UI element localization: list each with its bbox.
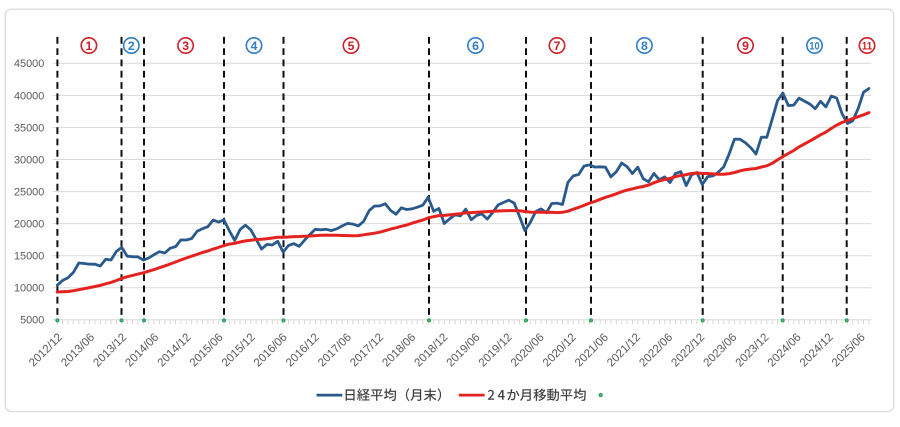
svg-text:5000: 5000 [20,315,44,327]
svg-text:4: 4 [251,39,258,53]
svg-text:11: 11 [862,41,872,53]
svg-text:2: 2 [128,39,135,53]
svg-text:15000: 15000 [14,251,44,263]
svg-text:9: 9 [742,39,749,53]
svg-text:5: 5 [348,39,355,53]
svg-text:1: 1 [86,39,93,53]
svg-text:3: 3 [182,39,189,53]
svg-text:6: 6 [472,39,479,53]
svg-text:20000: 20000 [14,219,44,231]
svg-text:45000: 45000 [14,58,44,70]
svg-text:25000: 25000 [14,187,44,199]
svg-text:40000: 40000 [14,90,44,102]
svg-text:10000: 10000 [14,283,44,295]
svg-text:8: 8 [641,39,648,53]
svg-text:7: 7 [554,39,561,53]
svg-text:10: 10 [809,41,819,53]
svg-text:30000: 30000 [14,154,44,166]
svg-text:35000: 35000 [14,122,44,134]
